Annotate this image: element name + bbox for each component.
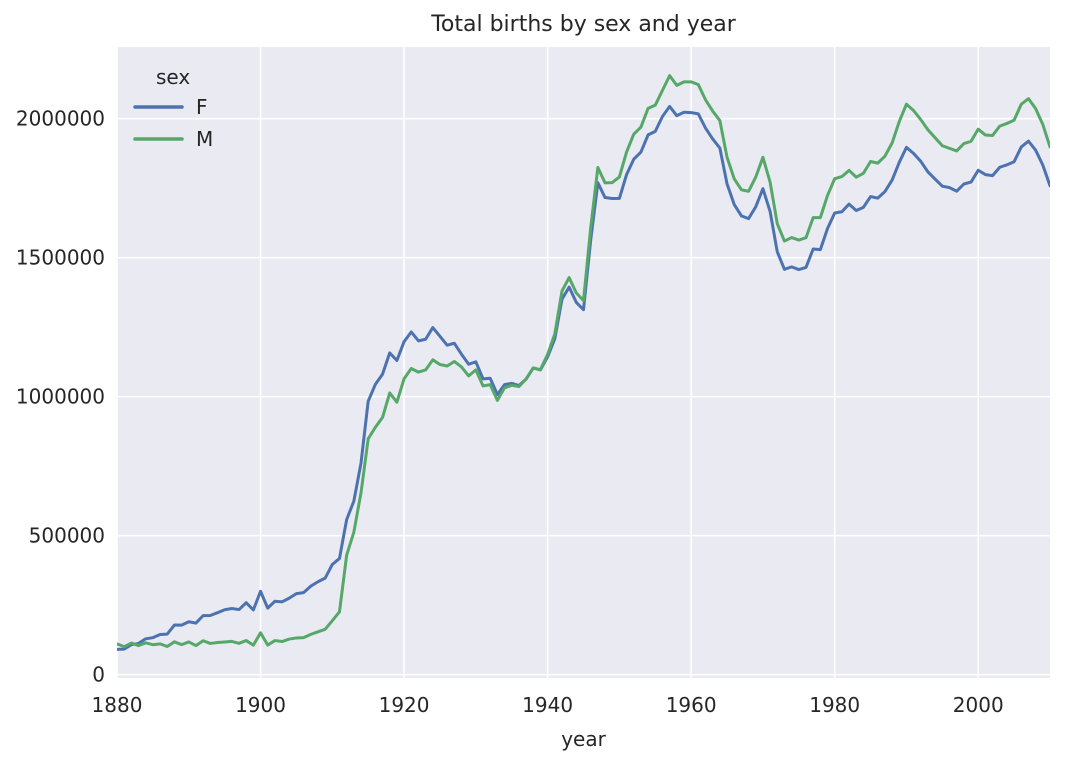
x-tick-label: 1960	[666, 693, 717, 717]
x-tick-label: 2000	[953, 693, 1004, 717]
x-axis-tick-labels: 1880 1900 1920 1940 1960 1980 2000	[92, 693, 1004, 717]
y-axis-tick-labels: 0 500000 1000000 1500000 2000000	[16, 107, 105, 687]
y-tick-label: 1000000	[16, 385, 105, 409]
data-series	[117, 74, 1050, 651]
gridlines	[116, 47, 1050, 678]
chart-title: Total births by sex and year	[430, 12, 737, 37]
x-tick-label: 1900	[235, 693, 286, 717]
legend-label-M: M	[196, 127, 213, 151]
y-tick-label: 2000000	[16, 107, 105, 131]
y-tick-label: 500000	[29, 524, 105, 548]
x-tick-label: 1920	[379, 693, 430, 717]
y-tick-label: 1500000	[16, 246, 105, 270]
x-axis-label: year	[561, 727, 606, 751]
series-line-M	[117, 74, 1050, 649]
x-tick-label: 1880	[92, 693, 143, 717]
legend-label-F: F	[196, 95, 208, 119]
series-line-F	[117, 104, 1050, 651]
plot-area	[117, 47, 1050, 678]
y-tick-label: 0	[92, 663, 105, 687]
legend-title: sex	[156, 65, 190, 89]
x-tick-label: 1980	[809, 693, 860, 717]
x-tick-label: 1940	[522, 693, 573, 717]
legend: sex F M	[133, 65, 213, 151]
